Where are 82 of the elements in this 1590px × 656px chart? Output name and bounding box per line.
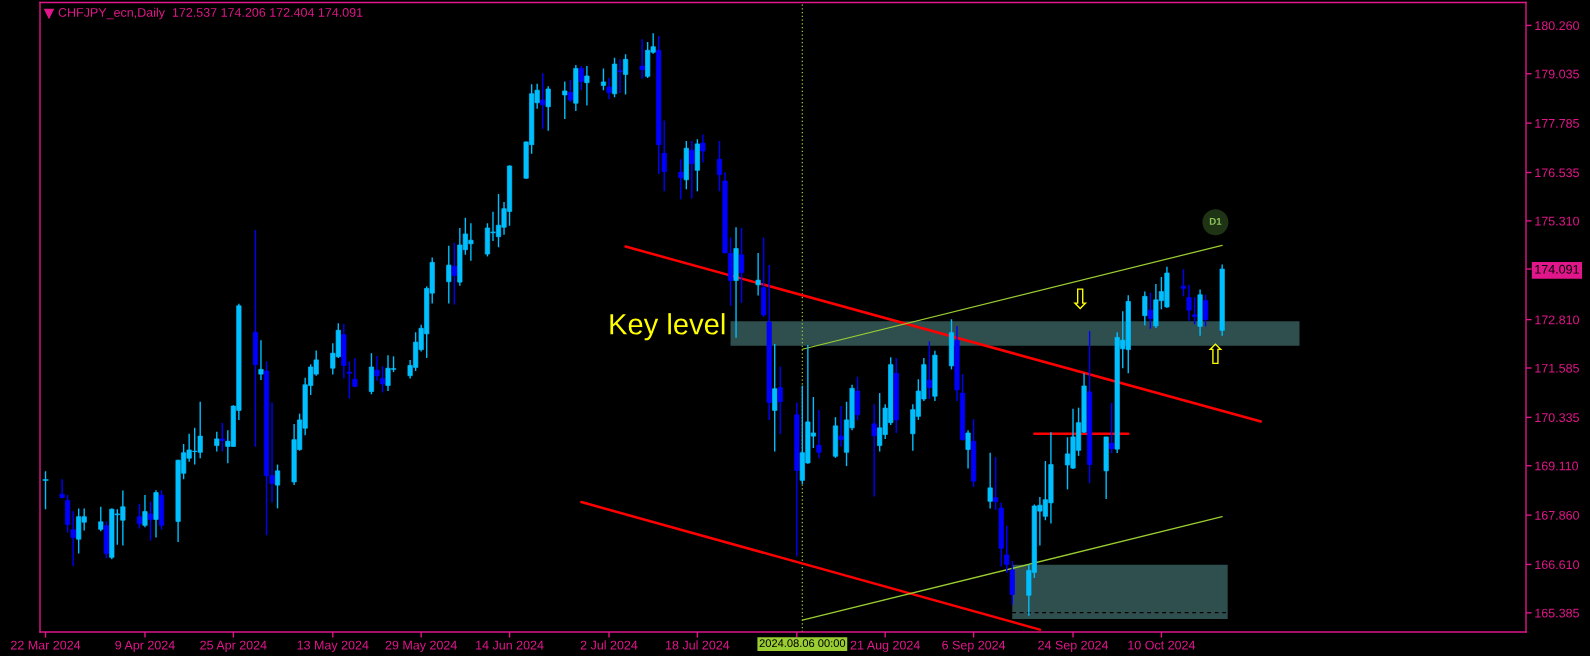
- x-tick-label: 14 Jun 2024: [476, 640, 544, 650]
- candlestick: [214, 431, 220, 453]
- candlestick: [606, 77, 612, 100]
- candlestick: [755, 252, 761, 297]
- candlestick: [623, 53, 629, 96]
- candlestick: [584, 65, 590, 107]
- candlestick: [567, 79, 573, 103]
- candlestick: [965, 429, 971, 470]
- candlestick: [219, 422, 225, 453]
- candlestick: [1186, 284, 1192, 322]
- chart-title: CHFJPY_ecn,Daily 172.537 174.206 172.404 174.091: [58, 7, 363, 20]
- candlestick: [689, 140, 695, 200]
- candlestick: [136, 502, 142, 530]
- y-tick-label: 179.035: [1535, 69, 1579, 79]
- candlestick: [374, 355, 380, 382]
- candlestick: [716, 140, 723, 192]
- x-tick-label: 18 Jul 2024: [666, 640, 730, 650]
- annotation: Key level: [610, 313, 725, 341]
- candlestick: [838, 405, 844, 448]
- candlestick: [379, 365, 386, 393]
- candlestick: [617, 58, 623, 94]
- candlestick: [1147, 292, 1153, 330]
- candlestick: [772, 343, 778, 453]
- y-tick-label: 170.335: [1535, 413, 1579, 423]
- candlestick: [1191, 296, 1198, 326]
- x-tick-label: 24 Sep 2024: [1038, 640, 1109, 652]
- y-tick-label: 176.535: [1535, 168, 1579, 178]
- annotation: ⇩: [1073, 288, 1088, 310]
- candlestick: [274, 463, 281, 510]
- y-tick-label: 180.260: [1535, 21, 1580, 31]
- x-tick-label: 2 Jul 2024: [580, 640, 638, 650]
- candlestick: [993, 456, 999, 511]
- candlestick: [987, 452, 993, 510]
- x-tick-label: 6 Sep 2024: [942, 640, 1006, 652]
- y-tick-label: 165.385: [1535, 608, 1579, 618]
- candlestick: [855, 376, 861, 422]
- annotation: D1: [1209, 218, 1222, 225]
- y-tick-label: 174.091: [1535, 264, 1579, 274]
- candlestick: [739, 227, 745, 304]
- x-tick-label: 22 Mar 2024: [11, 640, 81, 650]
- candlestick: [661, 119, 667, 192]
- candlestick: [451, 242, 457, 306]
- candlestick: [562, 80, 568, 120]
- y-tick-label: 167.860: [1535, 510, 1580, 520]
- y-tick-label: 177.785: [1535, 118, 1579, 128]
- candlestick: [777, 365, 783, 435]
- candlestick: [545, 85, 551, 132]
- candlestick: [700, 133, 706, 164]
- candlestick: [1004, 525, 1010, 574]
- candlestick: [678, 158, 684, 200]
- candlestick: [446, 245, 452, 305]
- candlestick: [600, 67, 607, 91]
- candlestick: [1142, 290, 1148, 327]
- candlestick: [142, 494, 148, 529]
- x-tick-label: 29 May 2024: [385, 640, 457, 652]
- candlestick: [42, 470, 49, 510]
- candlestick: [926, 340, 932, 400]
- y-tick-label: 166.610: [1535, 560, 1580, 570]
- candlestick: [639, 38, 645, 80]
- candlestick: [871, 403, 877, 498]
- candlestick: [816, 409, 822, 459]
- candlestick: [352, 357, 358, 388]
- x-tick-label: 13 May 2024: [297, 640, 369, 652]
- y-tick-label: 172.810: [1535, 315, 1580, 325]
- x-tick-label: 9 Apr 2024: [115, 640, 175, 652]
- candlestick: [578, 65, 584, 91]
- candlestick: [147, 500, 154, 542]
- y-tick-label: 169.110: [1535, 461, 1579, 471]
- y-tick-label: 171.585: [1535, 363, 1579, 373]
- x-tick-label: 21 Aug 2024: [850, 640, 920, 652]
- annotation: ⇧: [1208, 343, 1223, 365]
- ref-line-label: 2024.08.06 00:00: [759, 639, 846, 648]
- candlestick: [258, 339, 264, 381]
- x-tick-label: 25 Apr 2024: [200, 640, 267, 652]
- candlestick: [1109, 402, 1115, 454]
- x-tick-label: 10 Oct 2024: [1128, 640, 1196, 650]
- candlestick: [1180, 268, 1187, 298]
- candlestick: [540, 72, 546, 130]
- y-tick-label: 175.310: [1535, 216, 1580, 226]
- candlestick: [70, 510, 76, 567]
- candlestick: [98, 506, 104, 532]
- candlestick: [1203, 294, 1209, 328]
